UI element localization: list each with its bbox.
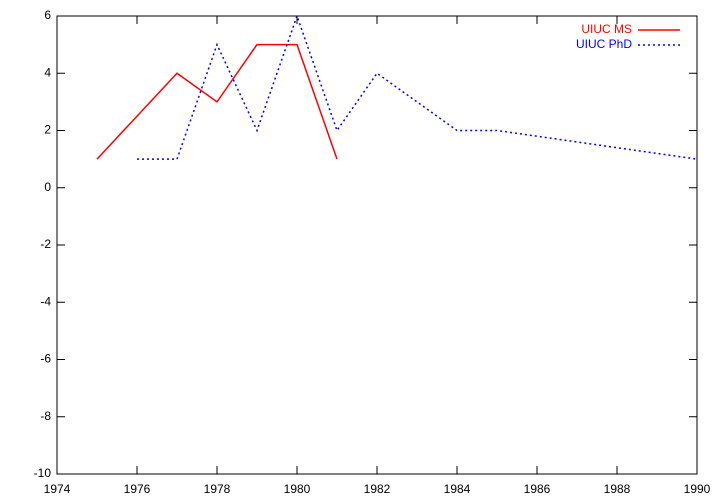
y-tick-label: 0 [44,180,51,194]
y-tick-label: -10 [34,466,52,480]
legend-label: UIUC PhD [576,37,632,51]
x-tick-label: 1980 [284,482,311,496]
x-tick-label: 1984 [444,482,471,496]
y-tick-label: 2 [44,123,51,137]
legend-label: UIUC MS [581,22,632,36]
plot-frame [56,15,698,475]
y-tick-label: 6 [44,8,51,22]
y-tick-label: -8 [40,409,51,423]
series-line [96,43,338,160]
x-tick-label: 1982 [364,482,391,496]
x-tick-label: 1978 [204,482,231,496]
y-tick-label: 4 [44,65,51,79]
x-tick-label: 1974 [44,482,71,496]
y-tick-label: -6 [40,352,51,366]
series-line [137,13,698,160]
x-tick-label: 1990 [684,482,711,496]
y-tick-label: -2 [40,237,51,251]
x-tick-label: 1988 [604,482,631,496]
x-tick-label: 1986 [524,482,551,496]
x-tick-label: 1976 [124,482,151,496]
y-tick-label: -4 [40,294,51,308]
